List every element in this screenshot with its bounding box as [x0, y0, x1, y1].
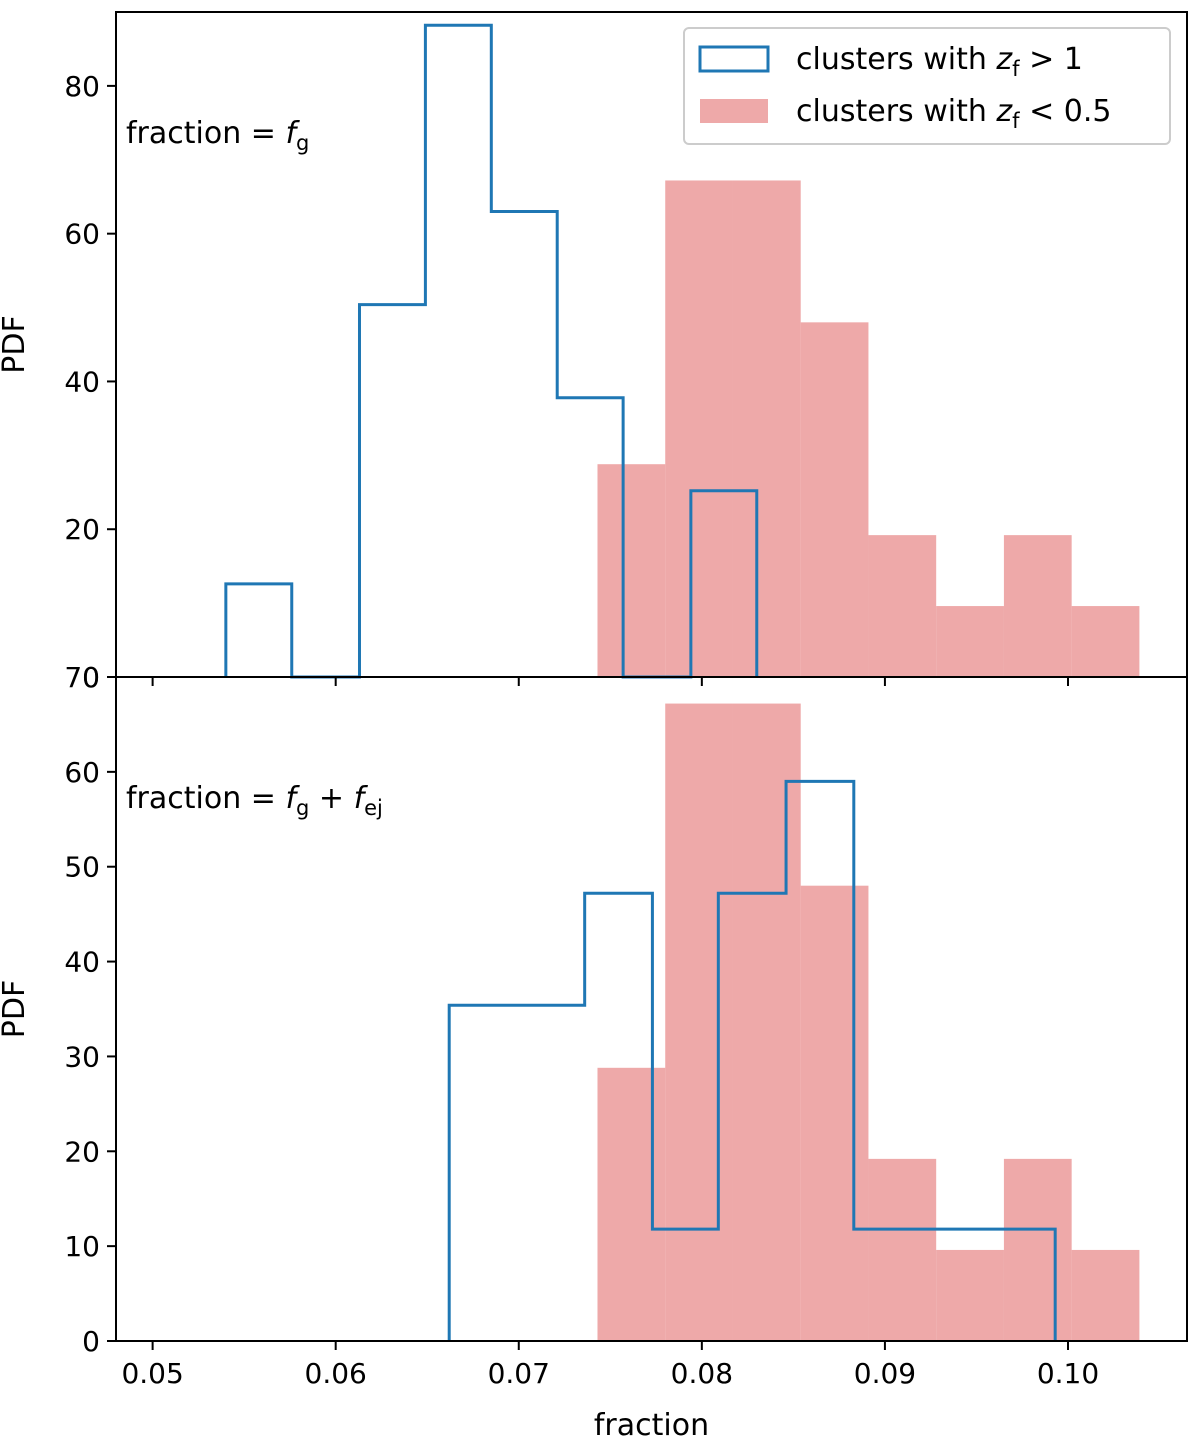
xtick-label: 0.08: [671, 1357, 733, 1390]
bottom-panel: 0 10 20 30 40 50 60 70 0.05 0.06 0.07 0.08 0.09 0.10 P…: [0, 661, 1188, 1441]
legend: clusters with zf > 1 clusters with zf < 0…: [683, 27, 1171, 145]
annotation-bottom: fraction = fg + fej: [126, 781, 383, 820]
bar-top-1: [665, 180, 733, 677]
legend-label-0: clusters with zf > 1: [796, 42, 1083, 81]
bar-top-3: [800, 322, 869, 677]
legend-label-1: clusters with zf < 0.5: [796, 94, 1111, 133]
bar-bottom-4: [868, 1158, 937, 1341]
series-zf-gt-1: [447, 779, 1057, 1341]
bar-top-2: [732, 180, 801, 677]
xtick-label: 0.07: [488, 1357, 550, 1390]
ytick-label: 40: [64, 946, 100, 979]
bar-bottom-0: [597, 1067, 666, 1341]
legend-swatch-step: [698, 45, 770, 73]
ytick-label: 20: [64, 1135, 100, 1168]
step-line-bottom: [447, 779, 1057, 1341]
y-axis-title: PDF: [0, 980, 32, 1038]
bar-top-7: [1071, 606, 1140, 677]
axes-frame-bottom: [115, 676, 1188, 1342]
ytick-label: 0: [82, 1325, 100, 1358]
x-axis-title: fraction: [594, 1408, 709, 1441]
xtick-label: 0.05: [121, 1357, 183, 1390]
series-zf-gt-1: [224, 23, 759, 679]
ytick-label: 60: [64, 756, 100, 789]
bar-top-5: [936, 606, 1004, 677]
top-panel: 0 20 40 60 80 PDF fraction = fg: [0, 11, 1188, 694]
xtick-label: 0.06: [305, 1357, 367, 1390]
ytick-label: 10: [64, 1230, 100, 1263]
bar-bottom-3: [800, 885, 869, 1341]
bar-top-6: [1003, 535, 1072, 677]
ytick-label: 20: [64, 513, 100, 546]
bar-bottom-6: [1003, 1158, 1072, 1341]
step-line-top: [224, 23, 759, 679]
ytick-label: 60: [64, 218, 100, 251]
bar-top-4: [868, 535, 937, 677]
bar-bottom-5: [936, 1249, 1004, 1341]
bar-bottom-7: [1071, 1249, 1140, 1341]
annotation-top: fraction = fg: [126, 116, 309, 155]
xtick-label: 0.10: [1037, 1357, 1099, 1390]
ytick-label: 30: [64, 1040, 100, 1073]
series-zf-lt-0-5: [597, 180, 1140, 677]
bar-bottom-1: [665, 703, 733, 1341]
bar-top-0: [597, 464, 666, 677]
legend-swatch-filled: [700, 99, 768, 123]
xtick-label: 0.09: [854, 1357, 916, 1390]
ytick-label: 50: [64, 851, 100, 884]
series-zf-lt-0-5: [597, 703, 1140, 1341]
y-axis-title: PDF: [0, 315, 32, 373]
ytick-label: 80: [64, 70, 100, 103]
ytick-label: 70: [64, 661, 100, 694]
ytick-label: 0: [82, 661, 100, 694]
ytick-label: 40: [64, 365, 100, 398]
legend-box: [683, 27, 1171, 145]
bar-bottom-2: [732, 703, 801, 1341]
